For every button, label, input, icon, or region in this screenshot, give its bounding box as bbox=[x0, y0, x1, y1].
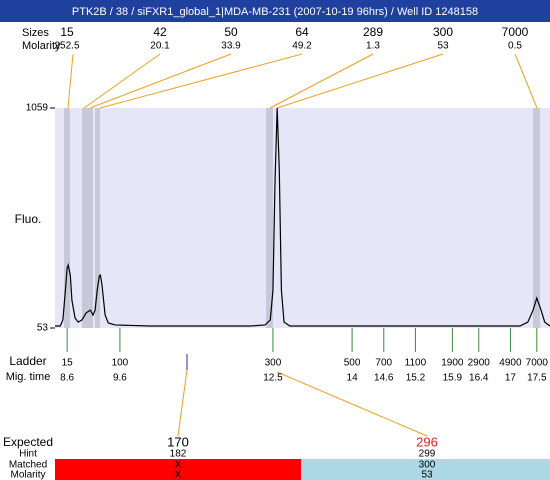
ladder-time: 16.4 bbox=[469, 373, 489, 384]
molarity-label: Molarity bbox=[22, 40, 61, 52]
peak-molarity: 1.3 bbox=[366, 41, 380, 52]
result-label: Matched bbox=[9, 460, 47, 471]
ladder-size: 100 bbox=[112, 358, 129, 369]
ladder-time: 8.6 bbox=[60, 373, 74, 384]
peak-molarity: 53 bbox=[437, 41, 449, 52]
result-expected: 296 bbox=[416, 434, 438, 449]
ladder-label: Ladder bbox=[9, 354, 46, 368]
peak-size: 300 bbox=[433, 25, 453, 39]
peak-molarity: 20.1 bbox=[150, 41, 170, 52]
result-matched: X bbox=[175, 460, 182, 471]
title-bar bbox=[0, 0, 550, 22]
result-expected: 170 bbox=[167, 434, 189, 449]
ladder-time: 12.5 bbox=[263, 373, 283, 384]
plot-area bbox=[55, 108, 550, 328]
matched-bar-left bbox=[55, 459, 301, 480]
ladder-time: 9.6 bbox=[113, 373, 127, 384]
result-molarity: X bbox=[175, 470, 182, 480]
result-hint: 182 bbox=[170, 449, 187, 460]
sizes-label: Sizes bbox=[22, 27, 49, 39]
ladder-size: 15 bbox=[62, 358, 74, 369]
y-tick-label: 1059 bbox=[26, 103, 49, 114]
matched-bar-right bbox=[301, 459, 550, 480]
ladder-size: 1100 bbox=[405, 358, 427, 369]
peak-connectors bbox=[67, 53, 538, 437]
peak-molarity: 49.2 bbox=[292, 41, 312, 52]
peak-size: 7000 bbox=[502, 25, 529, 39]
y-tick-label: 53 bbox=[37, 323, 49, 334]
result-molarity: 53 bbox=[421, 470, 433, 480]
title: PTK2B / 38 / siFXR1_global_1|MDA-MB-231 … bbox=[72, 6, 478, 18]
result-label: Hint bbox=[19, 449, 37, 460]
ladder-size: 300 bbox=[265, 358, 282, 369]
y-label: Fluo. bbox=[15, 212, 42, 226]
trace bbox=[55, 107, 550, 327]
ladder-size: 4900 bbox=[499, 358, 522, 369]
peak-molarity: 252.5 bbox=[54, 41, 79, 52]
peak-size: 42 bbox=[153, 25, 167, 39]
ladder-size: 7000 bbox=[526, 358, 549, 369]
result-matched: 300 bbox=[419, 460, 436, 471]
peak-size: 50 bbox=[224, 25, 238, 39]
result-label: Expected bbox=[3, 435, 53, 449]
peak-size: 64 bbox=[295, 25, 309, 39]
result-hint: 299 bbox=[419, 449, 436, 460]
ladder-time: 17 bbox=[505, 373, 517, 384]
peak-size: 289 bbox=[363, 25, 383, 39]
peak-bands bbox=[64, 108, 540, 328]
mig-time-label: Mig. time bbox=[6, 371, 51, 383]
ladder-size: 700 bbox=[375, 358, 392, 369]
ladder-size: 500 bbox=[344, 358, 361, 369]
ladder-time: 14 bbox=[347, 373, 359, 384]
peak-molarity: 33.9 bbox=[221, 41, 241, 52]
ladder-size: 2900 bbox=[468, 358, 491, 369]
ladder-time: 17.5 bbox=[527, 373, 547, 384]
ladder-size: 1900 bbox=[441, 358, 464, 369]
ladder-time: 15.9 bbox=[443, 373, 463, 384]
peak-molarity: 0.5 bbox=[508, 41, 522, 52]
result-label: Molarity bbox=[10, 470, 45, 480]
ladder-time: 14.6 bbox=[374, 373, 394, 384]
peak-size: 15 bbox=[60, 25, 74, 39]
ladder-time: 15.2 bbox=[406, 373, 426, 384]
